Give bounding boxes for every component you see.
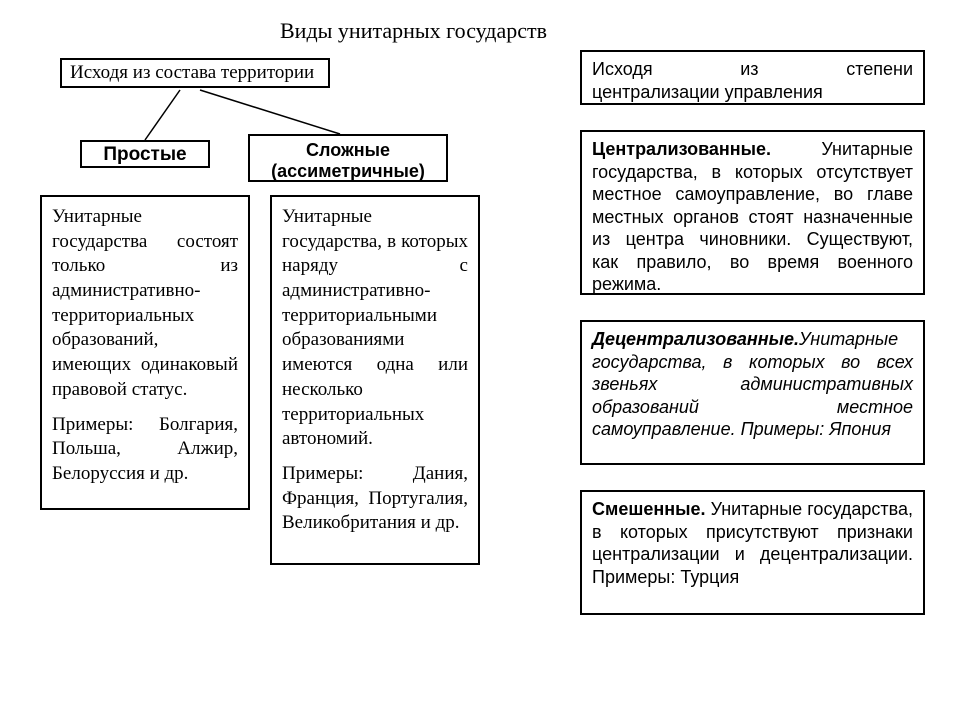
complex-desc: Унитарные государства, в которых наряду … [270,195,480,565]
left-criterion: Исходя из состава территории [60,58,330,88]
simple-desc-p1: Унитарные государства состоят только из … [52,205,238,403]
mixed-head: Смешенные. [592,499,705,519]
decentralized-box: Децентрализованные.Унитарные государства… [580,320,925,465]
right-criterion-l2: централизации управления [592,81,913,104]
centralized-body: Унитарные государства, в которых отсутст… [592,139,913,294]
centralized-box: Централизованные. Унитарные государства,… [580,130,925,295]
simple-desc-p2: Примеры: Болгария, Польша, Алжир, Белору… [52,413,238,487]
right-criterion: Исходя из степени централизации управлен… [580,50,925,105]
complex-label: Сложные (ассиметричные) [248,134,448,182]
left-criterion-text: Исходя из состава территории [70,62,314,84]
simple-label: Простые [80,140,210,168]
right-criterion-l1: Исходя из степени [592,58,913,81]
mixed-box: Смешенные. Унитарные государства, в кото… [580,490,925,615]
complex-label-text: Сложные (ассиметричные) [271,140,425,181]
complex-desc-p2: Примеры: Дания, Франция, Португалия, Вел… [282,462,468,536]
complex-desc-p1: Унитарные государства, в которых наряду … [282,205,468,452]
decentralized-head: Децентрализованные. [592,329,799,349]
centralized-head: Централизованные. [592,139,771,159]
simple-label-text: Простые [103,144,186,165]
page-title: Виды унитарных государств [280,18,547,44]
simple-desc: Унитарные государства состоят только из … [40,195,250,510]
